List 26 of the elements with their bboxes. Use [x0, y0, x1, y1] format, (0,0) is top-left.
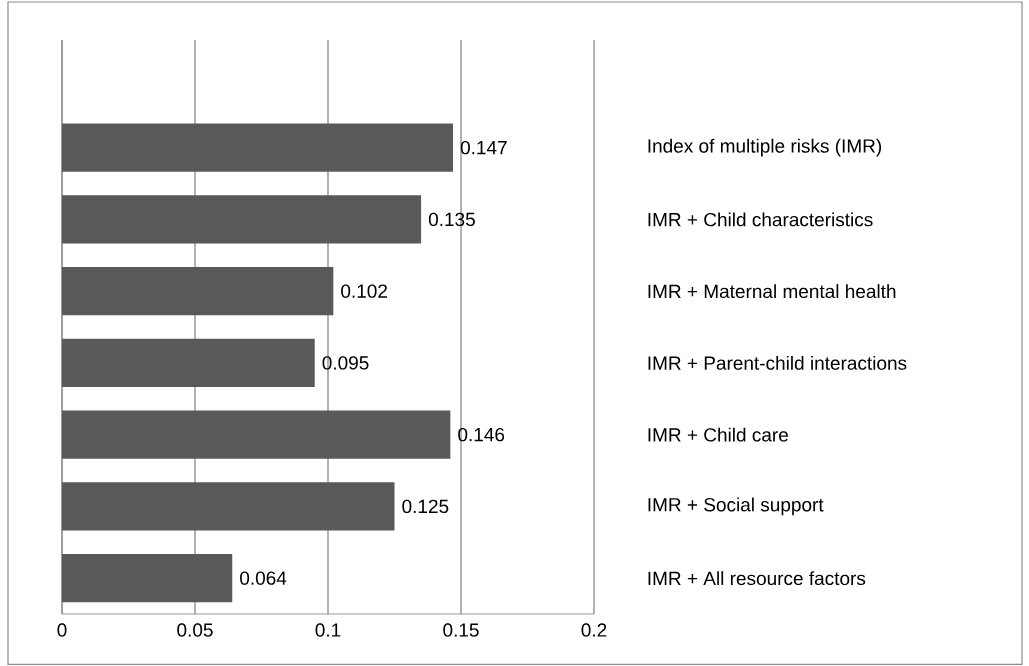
bar: [62, 410, 451, 459]
x-tick-label: 0: [57, 623, 67, 637]
data-label: 0.146: [458, 427, 505, 442]
bar: [62, 267, 334, 316]
data-label: 0.095: [322, 356, 369, 370]
data-label: 0.135: [428, 212, 475, 227]
y-tick-label: IMR + All resource factors: [648, 571, 866, 586]
bar: [62, 195, 422, 244]
data-label: 0.147: [460, 140, 507, 155]
y-tick-label: Index of multiple risks (IMR): [648, 138, 882, 157]
bar: [62, 482, 395, 531]
y-tick-label: IMR + Child care: [648, 427, 788, 442]
data-label: 0.125: [402, 499, 449, 514]
data-label: 0.102: [341, 284, 387, 298]
bar: [62, 123, 454, 172]
y-tick-label: IMR + Child characteristics: [648, 212, 873, 227]
y-tick-label: IMR + Maternal mental health: [648, 284, 896, 299]
x-tick-label: 0.15: [443, 623, 479, 637]
bar: [62, 338, 315, 387]
y-tick-label: IMR + Social support: [648, 497, 824, 516]
x-tick-label: 0.2: [581, 623, 607, 637]
x-tick-label: 0.05: [177, 623, 213, 637]
data-label: 0.064: [240, 571, 287, 585]
x-tick-label: 0.1: [315, 623, 341, 637]
bar: [62, 554, 233, 603]
y-tick-label: IMR + Parent-child interactions: [648, 355, 907, 370]
